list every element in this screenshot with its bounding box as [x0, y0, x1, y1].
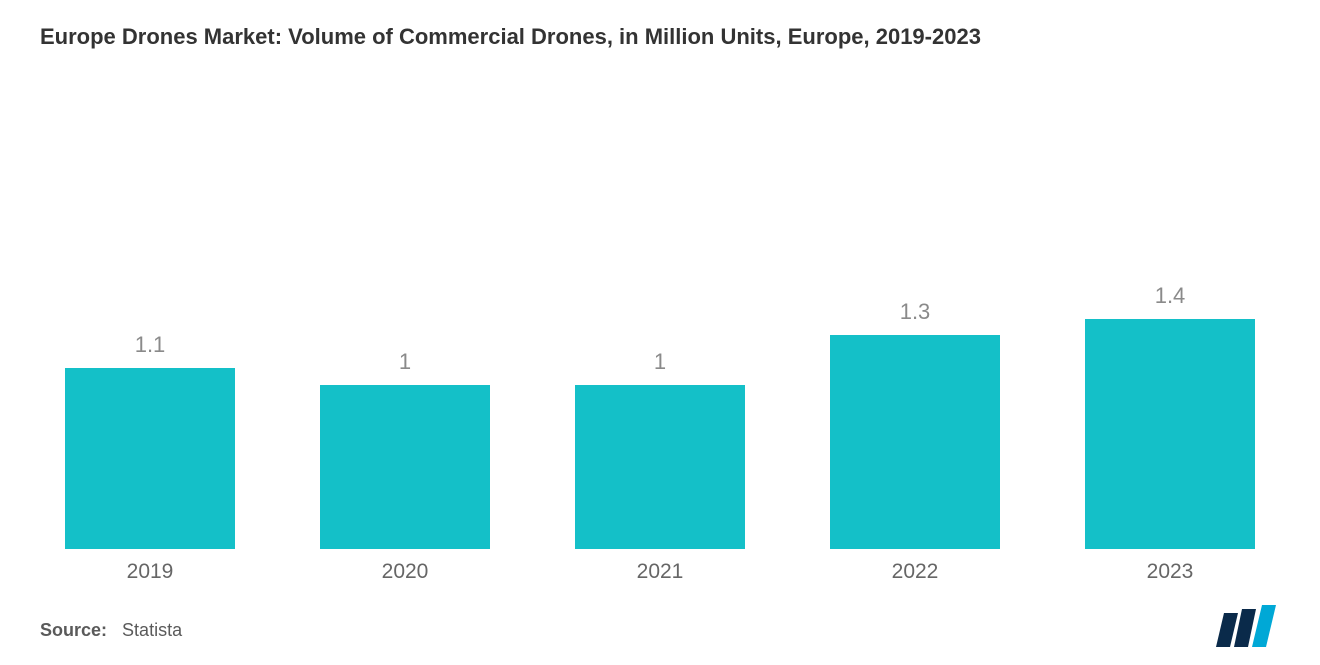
- chart-plot-area: 1.1 1 1 1.3 1.4: [40, 90, 1280, 550]
- bar-group: 1: [315, 349, 495, 549]
- x-axis: 2019 2020 2021 2022 2023: [40, 550, 1280, 584]
- bar-group: 1.1: [60, 332, 240, 549]
- source-name: Statista: [122, 620, 182, 640]
- bar-value-label: 1.3: [900, 299, 931, 325]
- x-axis-label: 2021: [570, 560, 750, 584]
- bar-group: 1.3: [825, 299, 1005, 549]
- x-axis-label: 2022: [825, 560, 1005, 584]
- brand-logo-icon: [1216, 605, 1280, 647]
- bar-group: 1.4: [1080, 283, 1260, 549]
- bar: [65, 368, 235, 549]
- bar-value-label: 1: [654, 349, 666, 375]
- source-attribution: Source: Statista: [40, 620, 182, 641]
- bar-value-label: 1: [399, 349, 411, 375]
- x-axis-label: 2020: [315, 560, 495, 584]
- chart-title: Europe Drones Market: Volume of Commerci…: [40, 24, 1280, 50]
- bar: [1085, 319, 1255, 549]
- chart-container: Europe Drones Market: Volume of Commerci…: [0, 0, 1320, 665]
- x-axis-label: 2019: [60, 560, 240, 584]
- bar-value-label: 1.1: [135, 332, 166, 358]
- bar-group: 1: [570, 349, 750, 549]
- x-axis-label: 2023: [1080, 560, 1260, 584]
- source-label: Source:: [40, 620, 107, 640]
- bar-value-label: 1.4: [1155, 283, 1186, 309]
- bar: [830, 335, 1000, 549]
- bar: [320, 385, 490, 549]
- bar: [575, 385, 745, 549]
